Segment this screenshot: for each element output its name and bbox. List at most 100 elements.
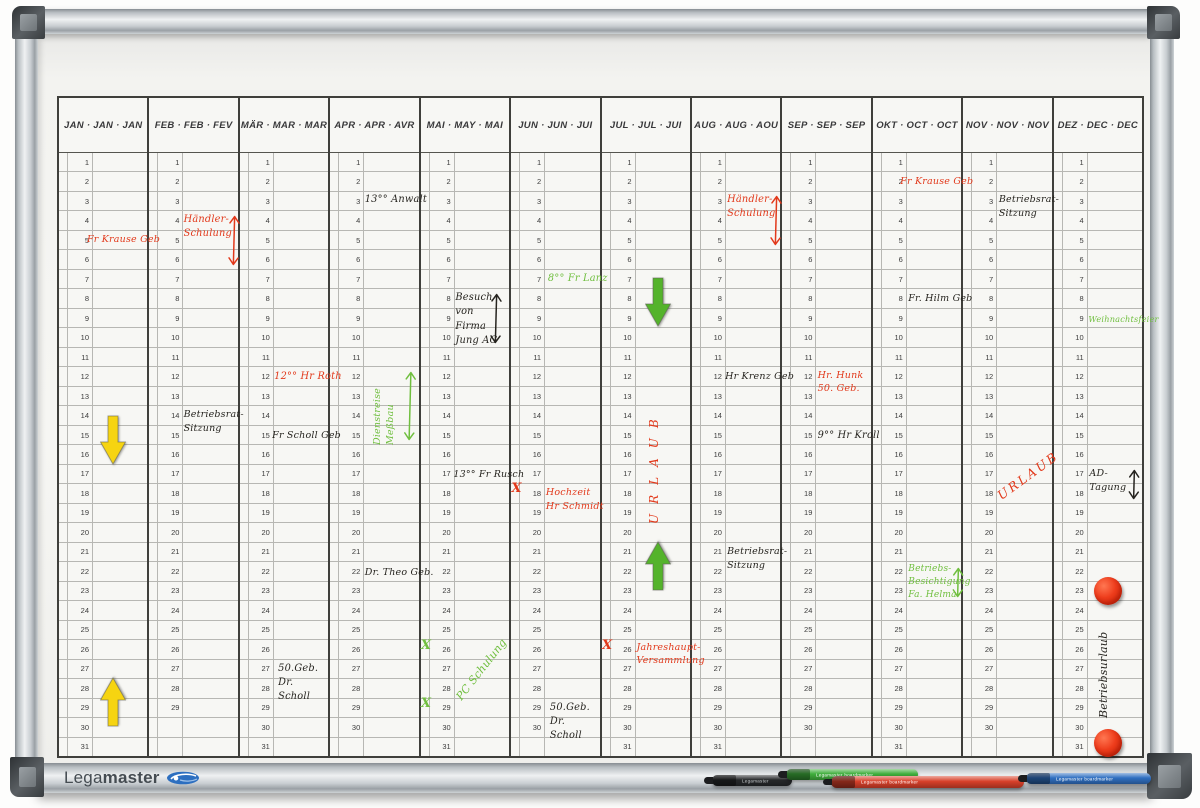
day-row [511, 736, 600, 757]
mark-strip-cell [330, 386, 340, 406]
day-row: 23 [872, 580, 962, 601]
day-number: 22 [68, 562, 93, 581]
mark-strip-cell [1054, 230, 1063, 250]
mark-strip-cell [873, 386, 882, 406]
boardmarker-blue[interactable]: Legamaster boardmarker [1018, 773, 1151, 784]
mark-strip-cell [240, 523, 249, 542]
day-number: 23 [1063, 581, 1088, 601]
day-number: 31 [430, 737, 455, 757]
day-number: 7 [339, 269, 365, 289]
day-cell [1088, 640, 1142, 658]
mark-strip-cell [59, 153, 68, 172]
day-row: 6 [59, 249, 148, 269]
day-number: 4 [701, 211, 726, 230]
mark-strip-cell [511, 347, 521, 367]
day-row: 19 [782, 502, 871, 523]
mark-strip-cell [330, 347, 340, 367]
day-cell [93, 718, 147, 736]
mark-strip-cell [1054, 269, 1063, 289]
day-row: 11 [420, 346, 510, 367]
legamaster-logo-text: Legamaster [64, 768, 160, 787]
mark-strip-cell [692, 523, 701, 542]
mark-strip-cell [59, 347, 68, 367]
day-number: 30 [68, 718, 93, 737]
day-row: 21 [601, 541, 690, 562]
mark-strip-cell [511, 484, 521, 503]
day-cell [997, 406, 1051, 424]
mark-strip-cell [330, 367, 340, 386]
day-cell [183, 601, 237, 619]
day-row: 28 [782, 678, 871, 698]
day-number: 6 [611, 250, 636, 269]
mark-strip-cell [421, 464, 430, 484]
day-row: 6 [1053, 249, 1143, 269]
day-number: 11 [882, 347, 907, 367]
mark-strip-cell [511, 640, 521, 659]
mark-strip-cell [149, 523, 159, 542]
mark-strip-cell [421, 698, 430, 718]
day-number: 25 [791, 620, 817, 640]
day-number: 25 [701, 620, 726, 640]
mark-strip-cell [511, 386, 521, 406]
mark-strip-cell [59, 328, 68, 347]
day-number: 12 [158, 367, 184, 386]
day-number: 19 [339, 503, 365, 523]
day-cell [93, 309, 147, 327]
day-row: 4 [782, 210, 871, 230]
day-cell [726, 504, 780, 522]
day-number: 5 [520, 230, 546, 250]
day-row: 3 [420, 190, 510, 211]
boardmarker-black[interactable]: Legamaster [704, 775, 792, 786]
day-number: 26 [701, 640, 726, 659]
day-cell [726, 543, 780, 561]
boardmarker-red[interactable]: Legamaster boardmarker [823, 776, 1024, 788]
day-number: 22 [611, 562, 636, 581]
mark-strip-cell [149, 562, 159, 581]
month-rows-mar: 1 2 3 4 5 6 7 8 9 10 11 12 13 14 15 16 17 18 19 20 21 22 23 24 2… [239, 153, 329, 757]
day-cell [93, 738, 147, 756]
day-cell [183, 660, 237, 678]
mark-strip-cell [873, 289, 882, 308]
mark-strip-cell [240, 425, 249, 445]
day-number: 26 [430, 640, 455, 659]
day-row: 16 [601, 444, 690, 464]
day-cell [726, 172, 780, 190]
mark-strip-cell [963, 367, 973, 386]
mark-strip-cell [692, 484, 701, 503]
day-row: 10 [601, 327, 690, 347]
day-row: 16 [782, 444, 871, 464]
mark-strip-cell [1054, 191, 1063, 211]
mark-strip-cell [873, 581, 882, 601]
mark-strip-cell [421, 191, 430, 211]
day-number: 28 [158, 679, 184, 698]
day-number: 15 [701, 425, 726, 445]
mark-strip-cell [873, 640, 882, 659]
day-row: 1 [963, 153, 1051, 172]
mark-strip-cell [330, 269, 340, 289]
mark-strip-cell [963, 620, 973, 640]
day-number: 1 [611, 153, 636, 172]
day-cell [726, 465, 780, 483]
day-cell [726, 484, 780, 502]
day-row: 30 [691, 717, 781, 737]
day-cell [636, 309, 690, 327]
day-row: 23 [601, 580, 690, 601]
day-number: 24 [68, 601, 93, 620]
day-cell [274, 309, 328, 327]
mark-strip-cell [602, 308, 611, 328]
day-number: 3 [791, 191, 817, 211]
day-cell [816, 309, 870, 327]
day-number: 27 [68, 659, 93, 679]
day-number: 30 [249, 718, 274, 737]
day-row [782, 736, 871, 757]
day-number: 10 [611, 328, 636, 347]
day-row: 25 [59, 619, 148, 640]
mark-strip-cell [511, 230, 521, 250]
mark-strip-cell [602, 445, 611, 464]
day-number: 2 [882, 172, 907, 191]
day-row: 24 [420, 600, 510, 620]
day-row: 10 [872, 327, 962, 347]
boardmarker-green[interactable]: Legamaster boardmarker [778, 769, 918, 780]
day-cell [997, 367, 1051, 385]
